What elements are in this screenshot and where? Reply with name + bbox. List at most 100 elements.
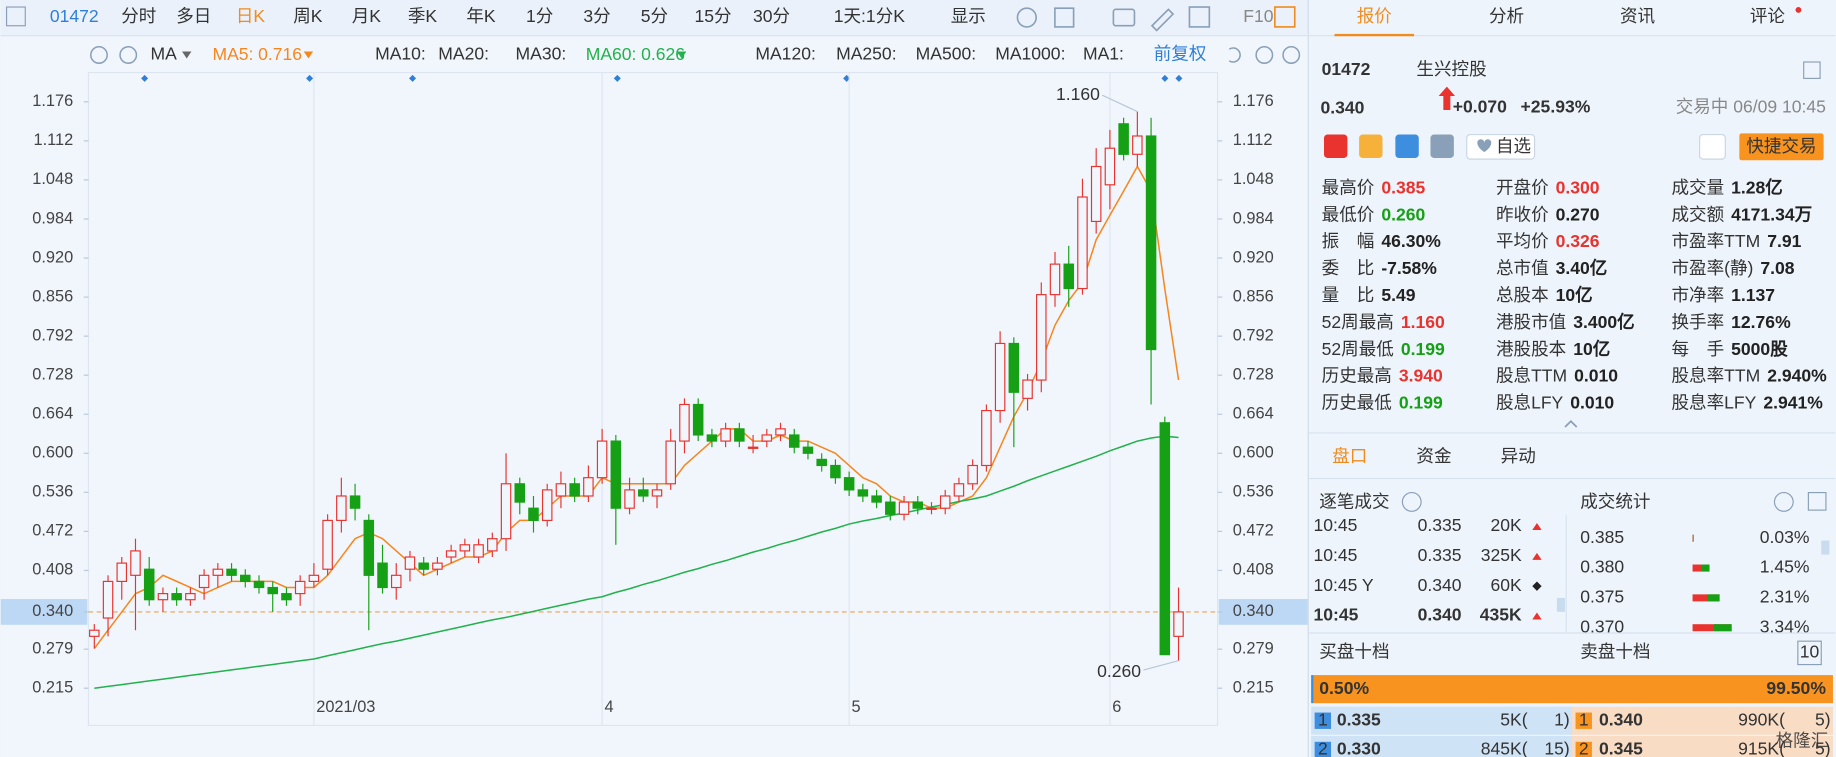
- candle-body: [761, 434, 773, 442]
- stat: 量 比 5.49: [1322, 285, 1416, 305]
- quick-trade-bg[interactable]: [1739, 133, 1824, 161]
- period-tab[interactable]: 15分: [695, 6, 732, 26]
- period-tab[interactable]: 分时: [121, 6, 156, 26]
- bid-title: 买盘十档: [1319, 642, 1389, 662]
- stock-code[interactable]: 01472: [50, 6, 99, 26]
- tick-dir: [1532, 552, 1542, 560]
- stat-value: 0.385: [1381, 177, 1425, 197]
- stat: 股息率LFY 2.941%: [1671, 392, 1823, 412]
- sub-tab[interactable]: 异动: [1501, 446, 1536, 466]
- badge-icon[interactable]: [1395, 134, 1419, 158]
- depth-icon-box[interactable]: [1797, 640, 1822, 666]
- candle-body: [967, 464, 978, 485]
- event-marker[interactable]: [613, 74, 621, 82]
- stat-label: 股息TTM: [1496, 365, 1567, 385]
- zoom-out[interactable]: [1255, 46, 1274, 64]
- depth-icon[interactable]: 10: [1800, 642, 1820, 662]
- legend-entry-inactive[interactable]: MA30:: [516, 44, 567, 64]
- candle-body: [1077, 196, 1088, 290]
- settings-icon[interactable]: [1016, 7, 1037, 28]
- collapse-icon[interactable]: [1803, 61, 1821, 79]
- legend-entry-inactive[interactable]: MA1000:: [995, 44, 1065, 64]
- stat: 港股市值 3.400亿: [1496, 312, 1635, 332]
- y-tick-label: 0.600: [32, 444, 73, 462]
- period-tab[interactable]: 5分: [641, 6, 668, 26]
- layout-icon[interactable]: [1274, 6, 1296, 28]
- legend-entry-inactive[interactable]: MA120:: [755, 44, 815, 64]
- period-tab[interactable]: 1天:1分K: [834, 6, 905, 26]
- stat-value: 0.199: [1401, 338, 1445, 358]
- badge-icon[interactable]: [1323, 134, 1348, 158]
- y-tick-label: 0.215: [1233, 679, 1274, 697]
- more-icon[interactable]: [1773, 491, 1794, 512]
- legend-entry-inactive[interactable]: MA20:: [438, 44, 489, 64]
- shape-icon[interactable]: [1054, 7, 1075, 28]
- tick-time: 10:45 Y: [1313, 575, 1373, 595]
- watch-label[interactable]: 自选: [1496, 136, 1531, 156]
- zoom-in[interactable]: [1282, 46, 1301, 64]
- candle-body: [198, 574, 210, 589]
- candle-body: [89, 629, 100, 637]
- watch-button[interactable]: [1466, 133, 1536, 160]
- y-tick-label: 1.048: [1233, 170, 1274, 188]
- adjust-mode[interactable]: 前复权: [1154, 44, 1207, 64]
- panel-tab[interactable]: 报价: [1357, 6, 1393, 26]
- event-marker[interactable]: [843, 74, 851, 82]
- legend-entry[interactable]: MA5: 0.716: [212, 44, 302, 64]
- ma-selector[interactable]: MA: [150, 44, 177, 64]
- bid-row-bg: [1311, 706, 1573, 735]
- legend-entry[interactable]: MA60: 0.626: [586, 44, 685, 64]
- menu-icon[interactable]: [5, 6, 26, 27]
- candle-body: [363, 519, 375, 576]
- candle-body: [596, 440, 608, 479]
- list-icon[interactable]: [1807, 491, 1827, 511]
- period-tab[interactable]: 显示: [951, 6, 986, 26]
- y-tick-label: 1.112: [33, 131, 73, 149]
- event-marker[interactable]: [141, 74, 149, 82]
- period-tab[interactable]: 3分: [583, 6, 610, 26]
- candle-body: [788, 434, 800, 448]
- badge-icon[interactable]: [1430, 134, 1454, 158]
- period-tab[interactable]: 1分: [526, 6, 553, 26]
- period-tab[interactable]: 月K: [352, 6, 382, 26]
- period-tab[interactable]: 多日: [176, 6, 211, 26]
- y-tick-label: 0.340: [32, 602, 73, 620]
- expand-caret[interactable]: [1564, 419, 1578, 428]
- period-tab[interactable]: 季K: [408, 6, 438, 26]
- panel-tab[interactable]: 资讯: [1620, 6, 1655, 26]
- stat-value: 10亿: [1556, 285, 1593, 305]
- legend-entry-inactive[interactable]: MA10:: [375, 44, 426, 64]
- ma-settings[interactable]: [90, 46, 108, 64]
- period-tab[interactable]: 日K: [236, 6, 266, 26]
- period-tab[interactable]: 30分: [753, 6, 790, 26]
- event-marker[interactable]: [1161, 74, 1169, 82]
- draw-icon[interactable]: [1150, 8, 1175, 32]
- panel-tab[interactable]: 评论: [1750, 6, 1786, 26]
- badge-icon[interactable]: [1359, 134, 1383, 158]
- stat-price: 0.375: [1580, 587, 1624, 607]
- help-icon[interactable]: [1401, 491, 1422, 512]
- fullscreen-icon[interactable]: [1188, 6, 1211, 28]
- ask-no: 2: [1579, 739, 1589, 757]
- f10[interactable]: F10: [1243, 6, 1273, 26]
- camera-icon[interactable]: [1112, 8, 1136, 27]
- stat: 总市值 3.40亿: [1496, 258, 1607, 278]
- sub-tab[interactable]: 资金: [1416, 446, 1452, 466]
- period-tab[interactable]: 年K: [466, 6, 496, 26]
- x-tick-label: 2021/03: [316, 698, 375, 716]
- period-tab[interactable]: 周K: [293, 6, 323, 26]
- quick-trade[interactable]: 快捷交易: [1746, 136, 1816, 156]
- legend-entry-inactive[interactable]: MA1:: [1083, 44, 1124, 64]
- panel-tab[interactable]: 分析: [1489, 6, 1524, 26]
- event-marker[interactable]: [306, 74, 314, 82]
- event-marker[interactable]: [1175, 74, 1183, 82]
- ask-price: 0.345: [1599, 739, 1643, 757]
- sub-tab[interactable]: 盘口: [1332, 446, 1367, 466]
- candle-body: [706, 434, 718, 442]
- legend-entry-inactive[interactable]: MA500:: [916, 44, 976, 64]
- bell-icon[interactable]: [1698, 133, 1726, 160]
- legend-entry-inactive[interactable]: MA250:: [836, 44, 896, 64]
- ma-close[interactable]: [119, 46, 138, 64]
- candle-body: [212, 568, 224, 576]
- undo-icon[interactable]: [1228, 47, 1241, 63]
